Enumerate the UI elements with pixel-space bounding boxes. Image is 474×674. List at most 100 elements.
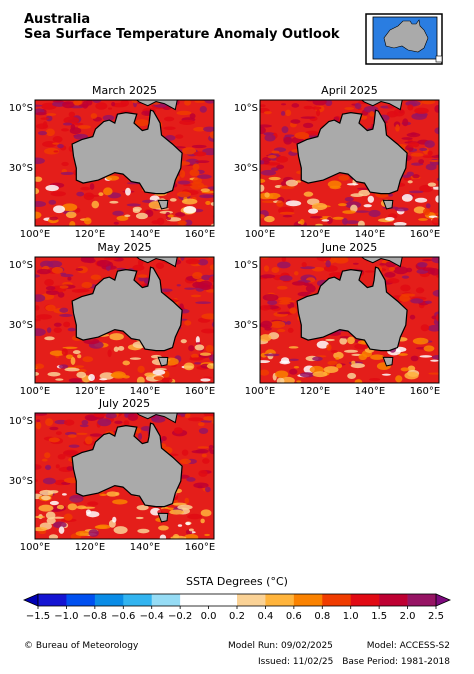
anomaly-patch	[88, 529, 99, 537]
model-run: Model Run: 09/02/2025	[228, 641, 333, 651]
colorbar-tick-label: −1.5	[26, 611, 50, 622]
anomaly-patch	[410, 298, 424, 304]
anomaly-patch	[303, 191, 314, 197]
anomaly-patch	[260, 184, 265, 192]
anomaly-patch	[136, 504, 149, 511]
anomaly-patch	[105, 413, 117, 419]
anomaly-patch	[194, 362, 202, 365]
anomaly-patch	[67, 434, 77, 438]
anomaly-patch	[60, 272, 67, 275]
anomaly-patch	[329, 185, 341, 190]
anomaly-patch	[363, 105, 379, 113]
anomaly-patch	[140, 426, 152, 432]
colorbar-bin	[322, 594, 352, 606]
anomaly-patch	[358, 353, 368, 361]
anomaly-patch	[420, 324, 430, 332]
anomaly-patch	[431, 217, 439, 226]
anomaly-patch	[311, 202, 328, 211]
anomaly-patch	[61, 203, 78, 212]
anomaly-patch	[431, 355, 439, 360]
lon-label: 120°E	[300, 386, 330, 397]
anomaly-patch	[300, 116, 316, 119]
land	[157, 199, 169, 210]
anomaly-patch	[192, 177, 202, 185]
anomaly-patch	[151, 220, 160, 225]
anomaly-patch	[424, 300, 432, 304]
anomaly-patch	[291, 103, 300, 108]
anomaly-patch	[111, 102, 128, 108]
anomaly-patch	[358, 189, 371, 197]
anomaly-patch	[161, 436, 167, 442]
anomaly-patch	[182, 184, 193, 187]
anomaly-patch	[52, 136, 63, 143]
anomaly-patch	[60, 171, 74, 176]
colorbar-bin	[379, 594, 408, 606]
anomaly-patch	[67, 276, 72, 281]
anomaly-patch	[208, 275, 214, 283]
anomaly-patch	[76, 505, 87, 510]
anomaly-patch	[182, 147, 197, 155]
anomaly-patch	[363, 204, 372, 208]
anomaly-patch	[57, 291, 65, 298]
anomaly-patch	[167, 214, 174, 218]
anomaly-patch	[187, 417, 204, 422]
anomaly-patch	[280, 111, 286, 116]
anomaly-patch	[158, 288, 173, 292]
anomaly-patch	[35, 421, 42, 430]
colorbar-tick-label: 0.4	[257, 611, 273, 622]
colorbar-tick-label: −0.4	[140, 611, 164, 622]
anomaly-patch	[260, 124, 273, 128]
map-field	[35, 257, 214, 383]
anomaly-patch	[425, 203, 431, 209]
anomaly-patch	[42, 141, 57, 148]
anomaly-patch	[302, 122, 314, 129]
anomaly-patch	[291, 281, 306, 286]
lon-label: 140°E	[130, 229, 160, 240]
anomaly-patch	[422, 208, 431, 216]
land	[135, 257, 178, 268]
anomaly-patch	[260, 304, 271, 311]
anomaly-patch	[193, 127, 206, 132]
anomaly-patch	[315, 223, 323, 226]
land	[71, 266, 183, 352]
anomaly-patch	[418, 218, 428, 221]
anomaly-patch	[44, 147, 60, 155]
anomaly-patch	[409, 314, 416, 320]
anomaly-patch	[208, 444, 214, 449]
anomaly-patch	[210, 223, 214, 226]
anomaly-patch	[193, 151, 207, 157]
anomaly-patch	[53, 327, 62, 333]
lon-label: 160°E	[185, 386, 215, 397]
anomaly-patch	[323, 265, 338, 272]
anomaly-patch	[57, 454, 66, 460]
anomaly-patch	[35, 372, 40, 376]
anomaly-patch	[279, 275, 293, 282]
anomaly-patch	[179, 170, 186, 178]
anomaly-patch	[417, 261, 428, 268]
anomaly-patch	[151, 415, 166, 423]
anomaly-patch	[277, 329, 286, 333]
anomaly-patch	[35, 515, 46, 519]
anomaly-patch	[368, 209, 381, 218]
colorbar-label: SSTA Degrees (°C)	[186, 575, 288, 588]
anomaly-patch	[207, 186, 214, 190]
colorbar-bin	[237, 594, 266, 606]
anomaly-patch	[59, 313, 73, 317]
anomaly-patch	[138, 432, 143, 441]
anomaly-patch	[211, 419, 214, 424]
lon-label: 100°E	[245, 386, 275, 397]
anomaly-patch	[52, 521, 67, 529]
lat-label: 10°S	[9, 260, 33, 271]
anomaly-patch	[269, 320, 286, 329]
anomaly-patch	[195, 160, 210, 164]
anomaly-patch	[260, 178, 266, 184]
anomaly-patch	[260, 324, 269, 327]
anomaly-patch	[155, 262, 165, 269]
anomaly-patch	[344, 107, 355, 110]
anomaly-patch	[333, 257, 349, 264]
anomaly-patch	[74, 122, 84, 126]
anomaly-patch	[63, 116, 80, 125]
colorbar-tick-label: 2.0	[400, 611, 416, 622]
land	[382, 356, 394, 367]
anomaly-patch	[354, 379, 363, 383]
